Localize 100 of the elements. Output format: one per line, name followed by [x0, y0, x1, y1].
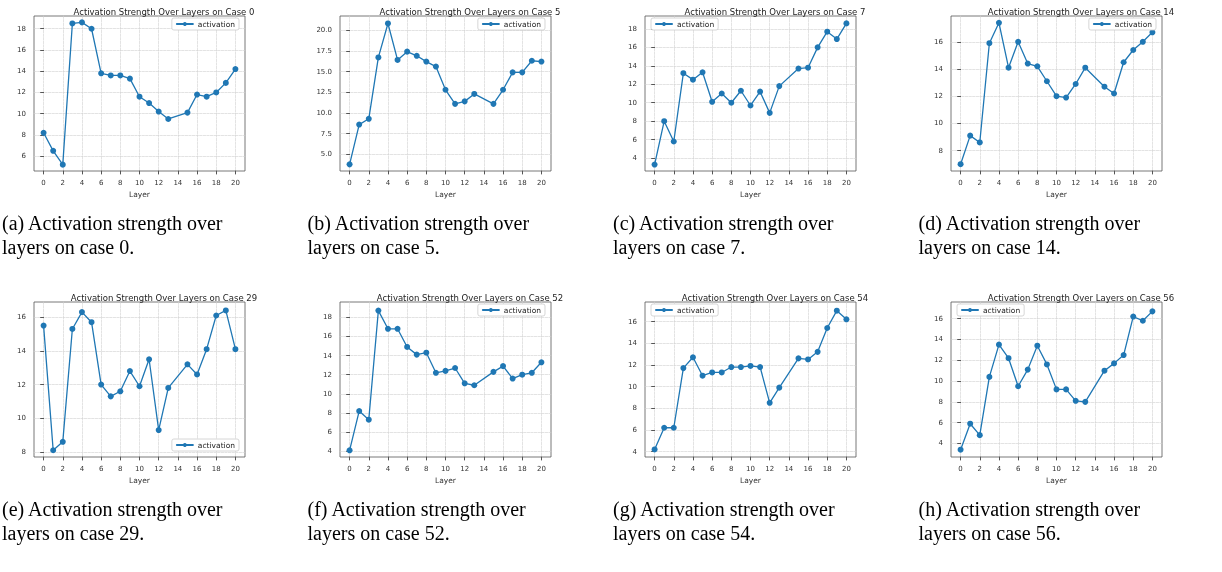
chart-title: Activation Strength Over Layers on Case 29: [70, 292, 258, 303]
point: [59, 161, 66, 168]
point: [661, 424, 668, 431]
point: [499, 86, 506, 93]
point: [985, 373, 992, 380]
point: [709, 369, 716, 376]
point: [966, 420, 973, 427]
point: [833, 307, 840, 314]
point: [1062, 94, 1069, 101]
point: [985, 40, 992, 47]
point: [1110, 360, 1117, 367]
point: [805, 356, 812, 363]
point: [384, 20, 391, 27]
point: [374, 54, 381, 61]
point: [365, 115, 372, 122]
point: [194, 91, 201, 98]
point: [795, 65, 802, 72]
point: [689, 354, 696, 361]
point: [422, 349, 429, 356]
point: [394, 325, 401, 332]
point: [394, 56, 401, 63]
point: [374, 307, 381, 314]
point: [843, 20, 850, 27]
point: [1033, 342, 1040, 349]
point: [107, 393, 114, 400]
point: [355, 408, 362, 415]
point: [814, 44, 821, 51]
point: [432, 63, 439, 70]
point: [670, 138, 677, 145]
point: [680, 70, 687, 77]
point: [824, 28, 831, 35]
chart-title: Activation Strength Over Layers on Case 14: [987, 6, 1174, 17]
point: [957, 446, 964, 453]
point: [976, 139, 983, 146]
point: [126, 75, 133, 82]
point: [680, 365, 687, 372]
text: (b) Activation strength over layers on case 5.: [306, 211, 531, 259]
point: [709, 98, 716, 105]
point: [184, 109, 191, 116]
point: [1120, 59, 1127, 66]
chart-title: Activation Strength Over Layers on Case 52: [376, 292, 563, 303]
point: [747, 102, 754, 109]
point: [699, 372, 706, 379]
point: [222, 307, 229, 314]
point: [117, 388, 124, 395]
point: [1014, 38, 1021, 45]
point: [737, 364, 744, 371]
point: [40, 322, 47, 329]
point: [1148, 308, 1155, 315]
point: [661, 118, 668, 125]
point: [1014, 383, 1021, 390]
point: [1139, 38, 1146, 45]
point: [451, 100, 458, 107]
point: [537, 58, 544, 65]
point: [78, 309, 85, 316]
point: [509, 375, 516, 382]
point: [824, 325, 831, 332]
point: [976, 432, 983, 439]
point: [98, 70, 105, 77]
text: (d) Activation strength over layers on case 14.: [917, 211, 1142, 259]
point: [757, 364, 764, 371]
point: [1129, 313, 1136, 320]
point: [995, 341, 1002, 348]
point: [461, 380, 468, 387]
point: [213, 312, 220, 319]
point: [1024, 366, 1031, 373]
point: [88, 319, 95, 326]
point: [499, 363, 506, 370]
point: [995, 19, 1002, 26]
point: [651, 446, 658, 453]
text: (a) Activation strength over layers on case 0.: [1, 211, 224, 259]
point: [69, 20, 76, 27]
point: [957, 161, 964, 168]
point: [461, 98, 468, 105]
point: [184, 361, 191, 368]
point: [451, 365, 458, 372]
point: [1110, 90, 1117, 97]
point: [59, 438, 66, 445]
point: [1120, 352, 1127, 359]
point: [966, 132, 973, 139]
point: [1005, 355, 1012, 362]
point: [346, 161, 353, 168]
text: (e) Activation strength over layers on case 29.: [1, 497, 224, 545]
point: [384, 325, 391, 332]
point: [470, 90, 477, 97]
point: [470, 382, 477, 389]
point: [232, 346, 239, 353]
point: [98, 381, 105, 388]
point: [78, 19, 85, 26]
point: [232, 66, 239, 73]
point: [346, 447, 353, 454]
point: [422, 58, 429, 65]
point: [518, 69, 525, 76]
point: [537, 359, 544, 366]
point: [126, 368, 133, 375]
point: [766, 109, 773, 116]
point: [88, 25, 95, 32]
text: (g) Activation strength over layers on case 54.: [612, 497, 836, 545]
point: [795, 355, 802, 362]
point: [776, 384, 783, 391]
